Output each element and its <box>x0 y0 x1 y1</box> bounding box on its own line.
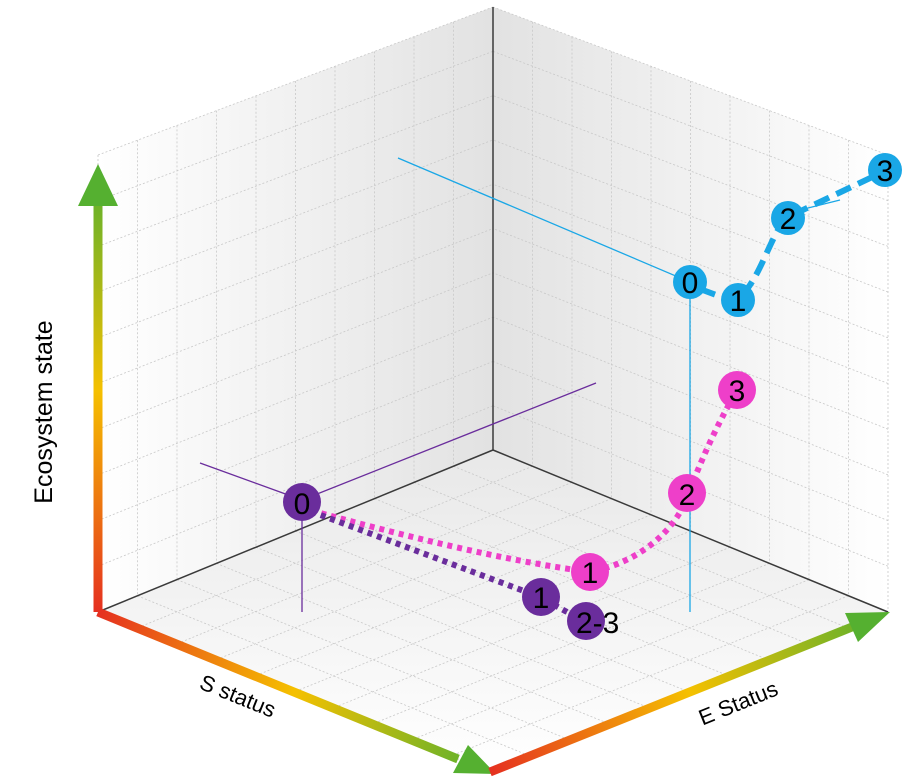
grid-line-44 <box>492 139 889 293</box>
grid-line-36 <box>97 183 494 339</box>
purple-series: 0 1 2-3 <box>283 483 619 640</box>
grid-line-46 <box>374 498 769 661</box>
e-axis-arrowhead <box>845 612 890 642</box>
svg-text:1: 1 <box>533 582 550 615</box>
cyan-series: 0 1 2 3 <box>673 153 902 318</box>
grid-line-29 <box>254 514 652 677</box>
pink-point-3: 3 <box>718 371 756 409</box>
grid-line-38 <box>492 183 889 339</box>
grid-line-11 <box>137 465 533 629</box>
svg-text:1: 1 <box>730 285 747 318</box>
pink-point-1: 1 <box>571 553 609 591</box>
cyan-point-2: 2 <box>771 201 805 236</box>
grid-line-52 <box>413 482 809 645</box>
grid-line-41 <box>333 546 731 709</box>
svg-text:1: 1 <box>582 557 599 590</box>
s-axis-arrowhead <box>453 745 496 774</box>
y-axis-label: Ecosystem state <box>30 320 58 503</box>
grid-line-22 <box>216 563 610 725</box>
grid-line-48 <box>97 95 494 247</box>
pink-point-2: 2 <box>668 474 706 512</box>
cyan-point-3: 3 <box>868 153 902 188</box>
grid-line-59 <box>450 595 849 757</box>
pink-trajectory <box>301 388 740 576</box>
grid-line-18 <box>97 316 494 476</box>
grid-line-50 <box>492 95 889 247</box>
s-axis <box>96 607 460 764</box>
grid-line-10 <box>137 595 530 757</box>
purple-point-1: 1 <box>522 578 560 616</box>
svg-text:2-3: 2-3 <box>576 607 619 640</box>
cyan-point-1: 1 <box>721 283 755 318</box>
axes <box>78 164 890 777</box>
grid-line-42 <box>97 139 494 293</box>
floor-left-edge <box>97 449 494 613</box>
svg-text:3: 3 <box>877 155 894 188</box>
vertical-axis-arrowhead <box>78 164 118 206</box>
grid-line-16 <box>176 579 570 741</box>
cyan-point-0: 0 <box>673 265 707 300</box>
grid-line-23 <box>215 498 612 661</box>
grid-line-53 <box>411 579 810 741</box>
grid-line-35 <box>293 530 691 693</box>
svg-text:3: 3 <box>729 375 746 408</box>
svg-text:2: 2 <box>780 203 797 236</box>
svg-text:2: 2 <box>679 479 696 512</box>
e-axis <box>488 622 854 777</box>
svg-text:0: 0 <box>682 267 699 300</box>
svg-text:0: 0 <box>294 488 311 521</box>
pink-series: 1 2 3 <box>571 371 756 591</box>
purple-point-2-3: 2-3 <box>567 602 619 640</box>
purple-projection-back <box>301 382 597 501</box>
grid-line-47 <box>372 563 770 725</box>
shared-point-0: 0 <box>283 483 321 521</box>
